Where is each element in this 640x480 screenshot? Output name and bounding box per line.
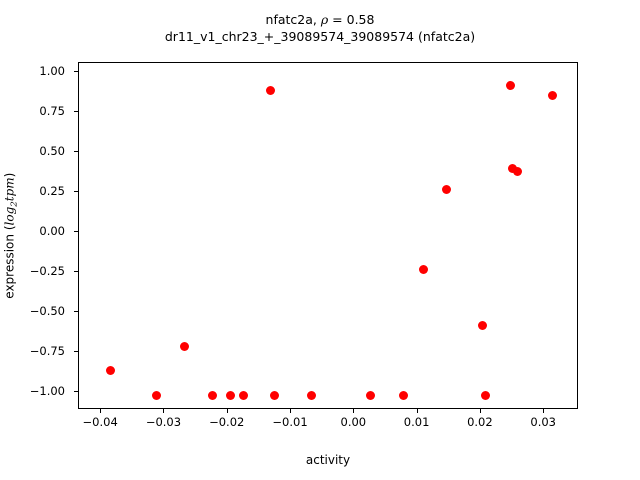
y-axis-tick-label: 0.50 [39,143,65,158]
y-axis-tick-label: −0.75 [29,343,65,358]
x-axis-tick-label: 0.03 [530,415,556,429]
x-axis-tick [543,409,545,413]
y-axis-tick-label: 1.00 [39,63,65,78]
y-axis-tick-label: 0.75 [39,103,65,118]
data-point [151,390,161,400]
y-axis-tick [74,390,78,392]
data-point [180,341,190,351]
x-axis-tick-label: −0.01 [272,415,308,429]
data-point [419,264,429,274]
data-point [505,80,515,90]
data-point [477,320,487,330]
y-axis-tick [74,350,78,352]
plot-data-area [79,63,577,408]
y-axis-label-text: expression (log2tpm) [2,172,19,298]
x-axis-tick [100,409,102,413]
x-axis-tick-label: 0.02 [467,415,493,429]
x-axis-tick [226,409,228,413]
y-axis-tick-label: 0.00 [39,223,65,238]
data-point [306,390,316,400]
data-point [441,185,451,195]
data-point [265,85,275,95]
y-label-log: log [2,206,17,226]
data-point [239,390,249,400]
y-axis-label: expression (log2tpm) [0,62,22,409]
x-axis-tick [290,409,292,413]
x-axis-tick-label: −0.02 [209,415,245,429]
x-axis-tick-label: −0.03 [145,415,182,429]
data-point [481,390,491,400]
y-axis-tick-label: −0.25 [29,263,65,278]
y-axis-tick [74,310,78,312]
data-point [508,163,518,173]
data-point [513,166,523,176]
plot-axes-frame [78,62,578,409]
data-point [365,390,375,400]
y-label-subscript: 2 [9,201,20,207]
y-axis-tick-label: −1.00 [29,383,65,398]
x-axis-tick-label: −0.04 [82,415,118,429]
data-point [106,365,116,375]
y-axis-tick [74,150,78,152]
title-line-2: dr11_v1_chr23_+_39089574_39089574 (nfatc… [164,29,476,44]
x-axis-tick [416,409,418,413]
x-axis-tick [163,409,165,413]
data-point [399,390,409,400]
data-point [270,390,280,400]
y-axis-tick [74,110,78,112]
x-axis-label: activity [305,453,351,467]
y-axis-tick [74,70,78,72]
x-axis-tick [479,409,481,413]
x-axis-tick [353,409,355,413]
title-rho-value: = 0.58 [328,12,375,27]
y-axis-tick [74,270,78,272]
data-point [547,91,557,101]
y-label-suffix: ) [2,172,17,178]
y-label-tpm: tpm [2,177,17,202]
y-label-italic-log: log2tpm [2,177,19,226]
title-line-1: nfatc2a, ρ = 0.58 [0,11,640,28]
data-point [225,390,235,400]
y-axis-tick [74,230,78,232]
y-axis-tick [74,190,78,192]
y-axis-tick-label: 0.25 [39,183,65,198]
plot-title: nfatc2a, ρ = 0.58 dr11_v1_chr23_+_390895… [0,11,640,45]
y-axis-tick-label: −0.50 [29,303,65,318]
rho-symbol: ρ [320,12,329,27]
title-gene-prefix: nfatc2a, [265,12,321,27]
x-axis-tick-label: 0.00 [340,415,367,429]
y-label-prefix: expression ( [2,225,17,299]
data-point [208,390,218,400]
x-axis-tick-label: 0.01 [403,415,430,429]
